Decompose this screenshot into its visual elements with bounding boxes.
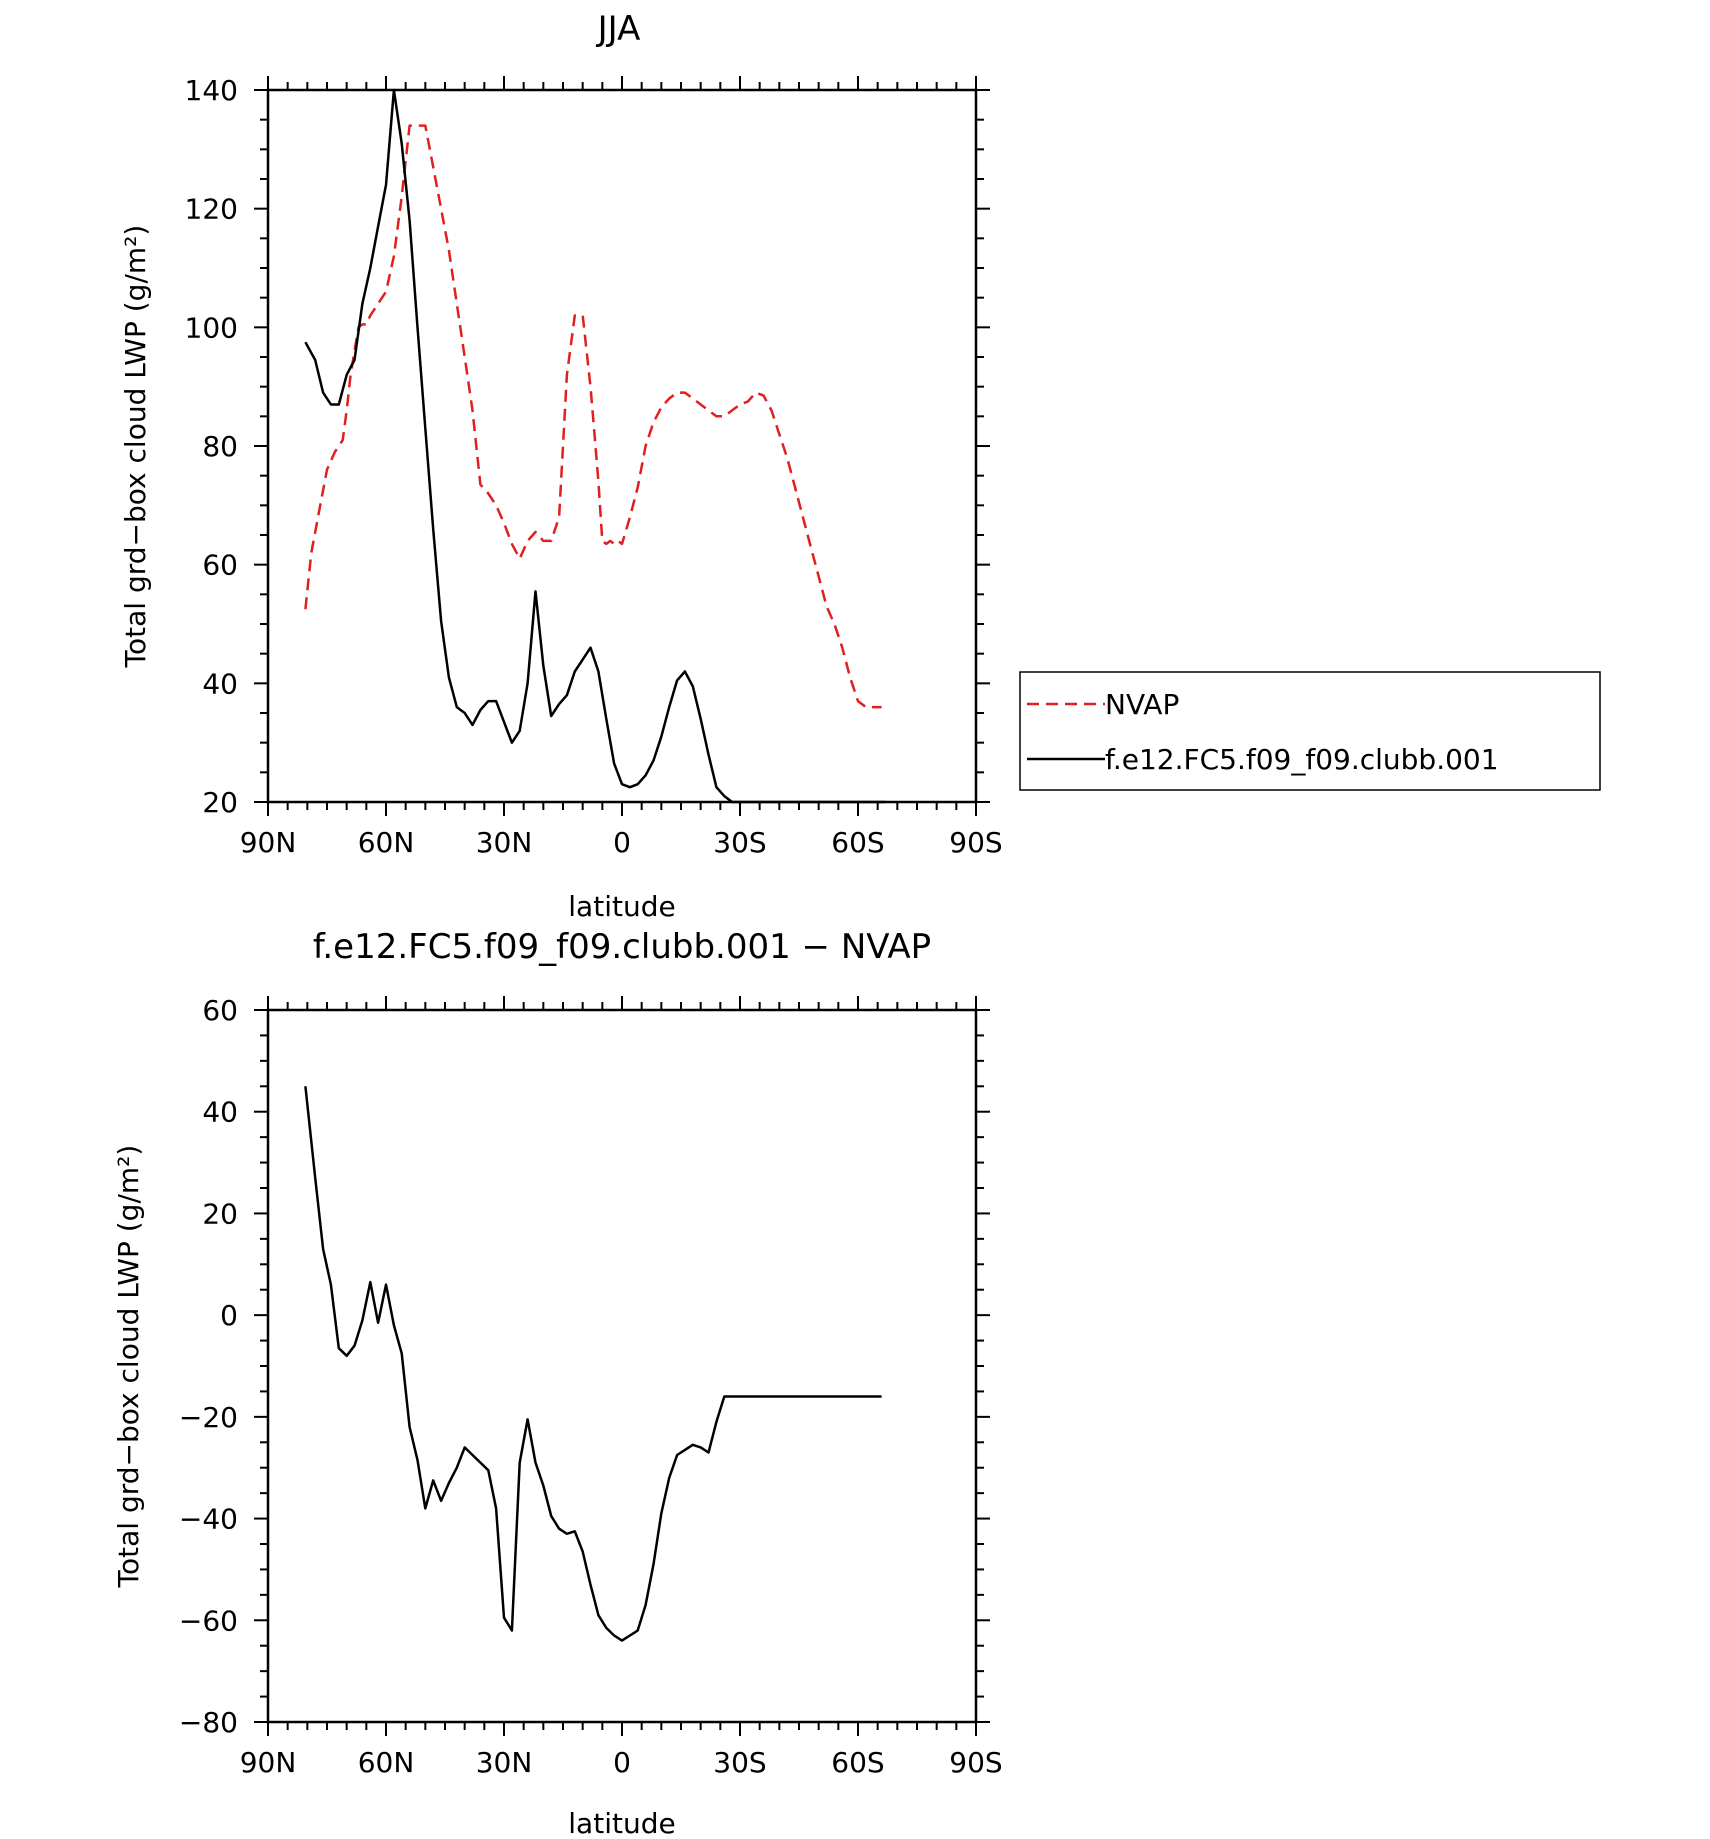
y-tick-label: 20 bbox=[202, 786, 238, 819]
x-tick-label: 30S bbox=[713, 826, 766, 859]
bottom-y-axis-label: Total grd−box cloud LWP (g/m²) bbox=[112, 1145, 145, 1589]
x-tick-label: 30N bbox=[476, 1746, 533, 1779]
x-tick-label: 60S bbox=[831, 1746, 884, 1779]
x-tick-label: 90N bbox=[240, 826, 297, 859]
x-tick-label: 60N bbox=[358, 826, 415, 859]
y-tick-label: 20 bbox=[202, 1197, 238, 1230]
x-tick-label: 30N bbox=[476, 826, 533, 859]
y-tick-label: −80 bbox=[179, 1706, 238, 1739]
legend-label-nvap: NVAP bbox=[1105, 688, 1179, 721]
bottom-plot-frame bbox=[266, 1008, 978, 1724]
x-tick-label: 90S bbox=[949, 826, 1002, 859]
top-y-axis-label: Total grd−box cloud LWP (g/m²) bbox=[119, 225, 152, 669]
x-tick-label: 30S bbox=[713, 1746, 766, 1779]
bottom-panel: f.e12.FC5.f09_f09.clubb.001 − NVAP 90N 60… bbox=[112, 927, 1003, 1839]
top-panel-title: JJA bbox=[596, 9, 641, 49]
bottom-series-lines bbox=[304, 1086, 882, 1642]
top-y-tick-labels: 20 40 60 80 100 120 140 bbox=[185, 74, 238, 819]
legend-label-model: f.e12.FC5.f09_f09.clubb.001 bbox=[1105, 743, 1499, 776]
y-tick-label: 0 bbox=[220, 1299, 238, 1332]
y-tick-label: −20 bbox=[179, 1401, 238, 1434]
x-tick-label: 90S bbox=[949, 1746, 1002, 1779]
y-tick-label: 140 bbox=[185, 74, 238, 107]
series-line-model bbox=[304, 1086, 882, 1642]
bottom-x-tick-labels: 90N 60N 30N 0 30S 60S 90S bbox=[240, 1746, 1003, 1779]
x-tick-label: 0 bbox=[613, 826, 631, 859]
legend: NVAP f.e12.FC5.f09_f09.clubb.001 bbox=[1019, 671, 1601, 791]
x-tick-label: 60S bbox=[831, 826, 884, 859]
top-x-tick-labels: 90N 60N 30N 0 30S 60S 90S bbox=[240, 826, 1003, 859]
y-tick-label: 60 bbox=[202, 994, 238, 1027]
bottom-y-tick-labels: −80 −60 −40 −20 0 20 40 60 bbox=[179, 994, 238, 1739]
y-tick-label: 80 bbox=[202, 430, 238, 463]
x-tick-label: 60N bbox=[358, 1746, 415, 1779]
top-x-axis-label: latitude bbox=[568, 890, 675, 923]
bottom-ticks bbox=[254, 996, 990, 1736]
y-tick-label: −60 bbox=[179, 1604, 238, 1637]
top-panel: JJA 90N 60N 30N 0 30S 60S 90S 20 40 60 80 100 120 14… bbox=[119, 9, 1601, 923]
bottom-panel-title: f.e12.FC5.f09_f09.clubb.001 − NVAP bbox=[313, 927, 931, 967]
x-tick-label: 90N bbox=[240, 1746, 297, 1779]
y-tick-label: 120 bbox=[185, 193, 238, 226]
top-ticks bbox=[254, 76, 990, 816]
x-tick-label: 0 bbox=[613, 1746, 631, 1779]
top-series-lines bbox=[304, 88, 886, 804]
y-tick-label: 40 bbox=[202, 1096, 238, 1129]
top-plot-frame bbox=[266, 88, 978, 804]
legend-box bbox=[1019, 671, 1601, 791]
bottom-x-axis-label: latitude bbox=[568, 1807, 675, 1839]
y-tick-label: −40 bbox=[179, 1503, 238, 1536]
y-tick-label: 40 bbox=[202, 667, 238, 700]
series-line-nvap bbox=[304, 124, 882, 709]
y-tick-label: 100 bbox=[185, 311, 238, 344]
y-tick-label: 60 bbox=[202, 549, 238, 582]
series-line-model bbox=[304, 88, 886, 804]
